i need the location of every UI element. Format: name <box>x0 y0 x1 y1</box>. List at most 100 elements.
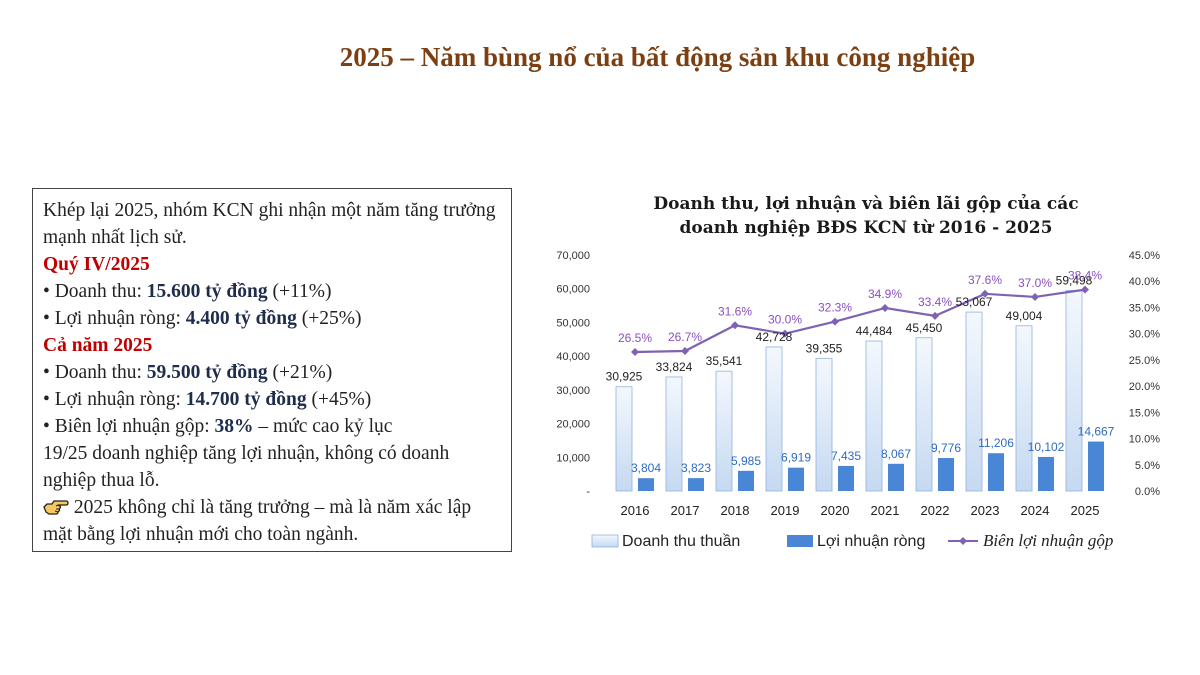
net-profit-data-label: 11,206 <box>978 436 1014 450</box>
net-profit-bar <box>838 465 854 491</box>
x-tick-label: 2017 <box>671 503 700 518</box>
year-heading: Cả năm 2025 <box>43 335 153 356</box>
y-left-tick-label: 10,000 <box>556 452 590 464</box>
net-profit-bar <box>738 470 754 491</box>
gross-margin-point <box>881 303 889 312</box>
conclusion-text: 2025 không chỉ là tăng trưởng – mà là nă… <box>43 497 472 545</box>
conclusion-line: 2025 không chỉ là tăng trưởng – mà là nă… <box>43 494 501 548</box>
revenue-bar <box>665 376 683 492</box>
y-left-tick-label: 40,000 <box>556 351 590 363</box>
margin-label: • Biên lợi nhuận gộp: <box>43 416 215 437</box>
y-right-tick-label: 10.0% <box>1129 434 1160 446</box>
page-title: 2025 – Năm bùng nổ của bất động sản khu … <box>339 42 976 72</box>
q4-profit-change: (+25%) <box>296 308 362 329</box>
net-profit-data-label: 9,776 <box>931 441 961 455</box>
net-profit-bar <box>638 478 654 491</box>
summary-textbox: Khép lại 2025, nhóm KCN ghi nhận một năm… <box>32 188 512 552</box>
y-left-tick-label: - <box>586 486 590 498</box>
y-right-tick-label: 35.0% <box>1129 302 1160 314</box>
gross-margin-point <box>781 329 789 338</box>
revenue-bar <box>765 346 783 492</box>
gross-margin-point <box>631 348 639 357</box>
net-profit-data-label: 6,919 <box>781 451 811 465</box>
revenue-bar <box>1065 290 1083 492</box>
gross-margin-data-label: 31.6% <box>718 304 752 318</box>
pointing-hand-icon <box>43 500 69 515</box>
q4-heading: Quý IV/2025 <box>43 254 150 275</box>
net-profit-bar <box>688 478 704 491</box>
y-right-tick-label: 5.0% <box>1135 460 1160 472</box>
margin-line: • Biên lợi nhuận gộp: 38% – mức cao kỷ l… <box>43 413 501 440</box>
legend-revenue-swatch <box>591 534 619 548</box>
gross-margin-point <box>681 346 689 355</box>
x-tick-label: 2023 <box>971 503 1000 518</box>
q4-revenue-line: • Doanh thu: 15.600 tỷ đồng (+11%) <box>43 278 501 305</box>
margin-note: – mức cao kỷ lục <box>253 416 393 437</box>
revenue-data-label: 42,728 <box>756 330 793 344</box>
net-profit-bar <box>1038 456 1054 491</box>
y-right-tick-label: 15.0% <box>1129 407 1160 419</box>
revenue-data-label: 30,925 <box>606 370 643 384</box>
gross-margin-data-label: 32.3% <box>818 301 852 315</box>
gross-margin-data-label: 26.5% <box>618 331 652 345</box>
revenue-data-label: 53,067 <box>956 295 993 309</box>
net-profit-bar <box>888 463 904 491</box>
gross-margin-point <box>1081 285 1089 294</box>
legend-revenue-label: Doanh thu thuần <box>622 533 740 550</box>
net-profit-bar <box>988 453 1004 491</box>
gross-margin-data-label: 37.0% <box>1018 276 1052 290</box>
revenue-bar <box>865 340 883 492</box>
y-left-tick-label: 70,000 <box>556 250 590 262</box>
x-tick-label: 2016 <box>621 503 650 518</box>
gross-margin-point <box>981 289 989 298</box>
revenue-bar <box>615 386 633 492</box>
y-left-tick-label: 30,000 <box>556 385 590 397</box>
gross-margin-data-label: 33.4% <box>918 295 952 309</box>
revenue-bar <box>715 370 733 492</box>
x-tick-label: 2020 <box>821 503 850 518</box>
x-tick-label: 2018 <box>721 503 750 518</box>
y-right-tick-label: 25.0% <box>1129 355 1160 367</box>
gross-margin-data-label: 37.6% <box>968 273 1002 287</box>
year-profit-label: • Lợi nhuận ròng: <box>43 389 186 410</box>
revenue-data-label: 44,484 <box>856 324 893 338</box>
y-right-tick-label: 20.0% <box>1129 381 1160 393</box>
y-right-tick-label: 40.0% <box>1129 276 1160 288</box>
q4-revenue-label: • Doanh thu: <box>43 281 147 302</box>
year-revenue-line: • Doanh thu: 59.500 tỷ đồng (+21%) <box>43 359 501 386</box>
chart-container: Doanh thu, lợi nhuận và biên lãi gộp của… <box>540 178 1165 570</box>
revenue-bar <box>965 311 983 492</box>
revenue-data-label: 33,824 <box>656 360 693 374</box>
gross-margin-point <box>831 317 839 326</box>
year-revenue-change: (+21%) <box>267 362 333 383</box>
year-profit-line: • Lợi nhuận ròng: 14.700 tỷ đồng (+45%) <box>43 386 501 413</box>
net-profit-bar <box>788 467 804 491</box>
net-profit-bar <box>1088 441 1104 491</box>
chart-title-line2: doanh nghiệp BĐS KCN từ 2016 - 2025 <box>680 218 1053 238</box>
gross-margin-data-label: 30.0% <box>768 313 802 327</box>
q4-profit-value: 4.400 tỷ đồng <box>185 308 297 329</box>
revenue-bar <box>1015 325 1033 492</box>
x-tick-label: 2021 <box>871 503 900 518</box>
revenue-bar <box>915 337 933 492</box>
y-left-tick-label: 60,000 <box>556 284 590 296</box>
gross-margin-point <box>931 311 939 320</box>
q4-revenue-value: 15.600 tỷ đồng <box>146 281 268 302</box>
gross-margin-point <box>1031 292 1039 301</box>
q4-revenue-change: (+11%) <box>267 281 332 302</box>
revenue-data-label: 35,541 <box>706 354 743 368</box>
x-tick-label: 2024 <box>1021 503 1050 518</box>
revenue-data-label: 45,450 <box>906 321 943 335</box>
y-right-tick-label: 0.0% <box>1135 486 1160 498</box>
companies-note: 19/25 doanh nghiệp tăng lợi nhuận, không… <box>43 443 450 491</box>
gross-margin-line <box>634 288 1086 354</box>
legend-margin-marker <box>959 537 967 545</box>
net-profit-bar <box>938 458 954 491</box>
chart-title-line1: Doanh thu, lợi nhuận và biên lãi gộp của… <box>653 194 1078 214</box>
net-profit-data-label: 10,102 <box>1028 440 1065 454</box>
revenue-data-label: 39,355 <box>806 341 843 355</box>
x-tick-label: 2025 <box>1071 503 1100 518</box>
y-right-tick-label: 45.0% <box>1129 250 1160 262</box>
chart-background <box>540 178 1165 570</box>
net-profit-data-label: 14,667 <box>1078 425 1115 439</box>
